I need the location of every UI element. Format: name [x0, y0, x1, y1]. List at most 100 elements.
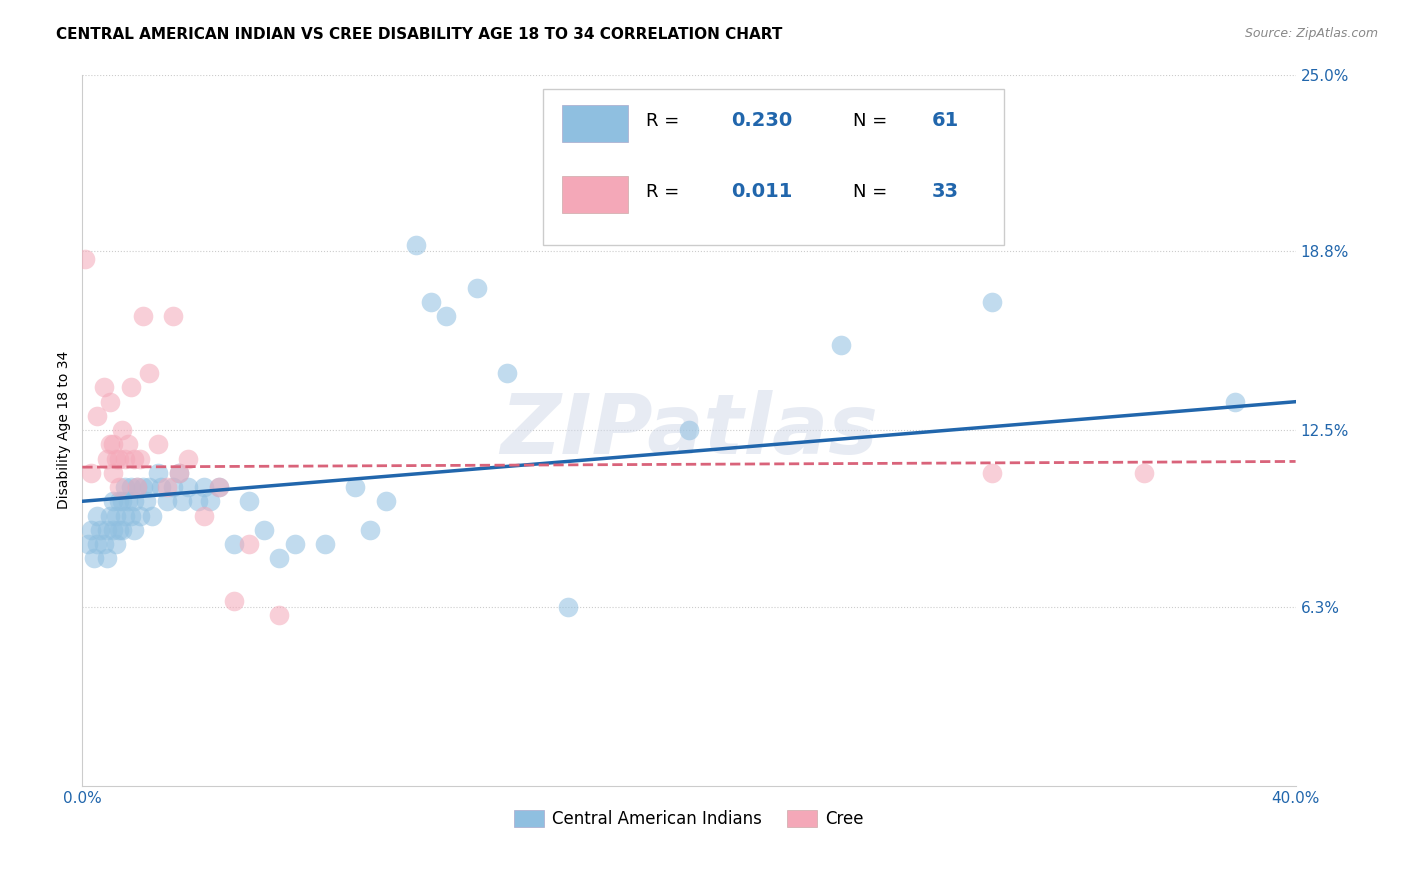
- Point: [177, 480, 200, 494]
- Point: [162, 480, 184, 494]
- Point: [117, 437, 139, 451]
- Point: [117, 494, 139, 508]
- Point: [132, 480, 155, 494]
- Text: N =: N =: [852, 112, 893, 129]
- Point: [86, 537, 108, 551]
- Point: [80, 523, 103, 537]
- Point: [77, 537, 100, 551]
- Point: [156, 494, 179, 508]
- Point: [120, 380, 142, 394]
- Point: [193, 480, 215, 494]
- Point: [96, 551, 118, 566]
- Point: [125, 480, 148, 494]
- Point: [120, 508, 142, 523]
- Point: [93, 380, 115, 394]
- Legend: Central American Indians, Cree: Central American Indians, Cree: [508, 803, 870, 834]
- Point: [172, 494, 194, 508]
- Text: ZIPatlas: ZIPatlas: [501, 390, 877, 471]
- Point: [101, 523, 124, 537]
- Point: [122, 494, 145, 508]
- Point: [86, 409, 108, 423]
- Point: [114, 480, 136, 494]
- Text: 0.230: 0.230: [731, 112, 793, 130]
- Point: [86, 508, 108, 523]
- Point: [314, 537, 336, 551]
- Point: [146, 437, 169, 451]
- Point: [111, 523, 134, 537]
- Point: [125, 480, 148, 494]
- Text: 0.011: 0.011: [731, 182, 793, 202]
- Point: [101, 466, 124, 480]
- Point: [107, 494, 129, 508]
- Point: [141, 508, 163, 523]
- Point: [359, 523, 381, 537]
- Point: [177, 451, 200, 466]
- Point: [83, 551, 105, 566]
- Point: [253, 523, 276, 537]
- Point: [678, 423, 700, 437]
- Point: [146, 466, 169, 480]
- Point: [129, 508, 152, 523]
- Text: 61: 61: [932, 112, 959, 130]
- Point: [374, 494, 396, 508]
- Point: [405, 238, 427, 252]
- Point: [465, 281, 488, 295]
- Point: [284, 537, 307, 551]
- Point: [269, 608, 291, 623]
- Text: R =: R =: [647, 112, 686, 129]
- Point: [104, 451, 127, 466]
- Text: CENTRAL AMERICAN INDIAN VS CREE DISABILITY AGE 18 TO 34 CORRELATION CHART: CENTRAL AMERICAN INDIAN VS CREE DISABILI…: [56, 27, 783, 42]
- Point: [107, 480, 129, 494]
- Point: [129, 451, 152, 466]
- Point: [496, 366, 519, 380]
- Point: [193, 508, 215, 523]
- Point: [96, 451, 118, 466]
- Point: [107, 451, 129, 466]
- Point: [80, 466, 103, 480]
- Point: [93, 537, 115, 551]
- Point: [557, 599, 579, 614]
- Point: [981, 295, 1004, 310]
- Point: [344, 480, 367, 494]
- Point: [187, 494, 209, 508]
- Point: [96, 523, 118, 537]
- Point: [269, 551, 291, 566]
- FancyBboxPatch shape: [561, 177, 628, 213]
- Point: [162, 310, 184, 324]
- Point: [114, 451, 136, 466]
- Point: [222, 594, 245, 608]
- Point: [122, 451, 145, 466]
- Point: [120, 480, 142, 494]
- Point: [222, 537, 245, 551]
- Point: [135, 494, 157, 508]
- Point: [138, 480, 160, 494]
- Point: [89, 523, 111, 537]
- Point: [132, 310, 155, 324]
- Point: [101, 494, 124, 508]
- Point: [1133, 466, 1156, 480]
- FancyBboxPatch shape: [543, 88, 1004, 245]
- Point: [169, 466, 191, 480]
- Text: 33: 33: [932, 182, 959, 202]
- Point: [198, 494, 221, 508]
- Point: [111, 494, 134, 508]
- Point: [75, 252, 97, 267]
- Point: [434, 310, 457, 324]
- Point: [98, 508, 121, 523]
- Point: [98, 394, 121, 409]
- Text: Source: ZipAtlas.com: Source: ZipAtlas.com: [1244, 27, 1378, 40]
- Y-axis label: Disability Age 18 to 34: Disability Age 18 to 34: [58, 351, 72, 509]
- Point: [238, 537, 260, 551]
- Point: [238, 494, 260, 508]
- Text: N =: N =: [852, 183, 893, 201]
- Point: [1223, 394, 1246, 409]
- Point: [104, 508, 127, 523]
- Point: [122, 523, 145, 537]
- Point: [420, 295, 443, 310]
- Point: [107, 523, 129, 537]
- Point: [98, 437, 121, 451]
- Point: [169, 466, 191, 480]
- Point: [830, 338, 852, 352]
- FancyBboxPatch shape: [561, 105, 628, 142]
- Point: [101, 437, 124, 451]
